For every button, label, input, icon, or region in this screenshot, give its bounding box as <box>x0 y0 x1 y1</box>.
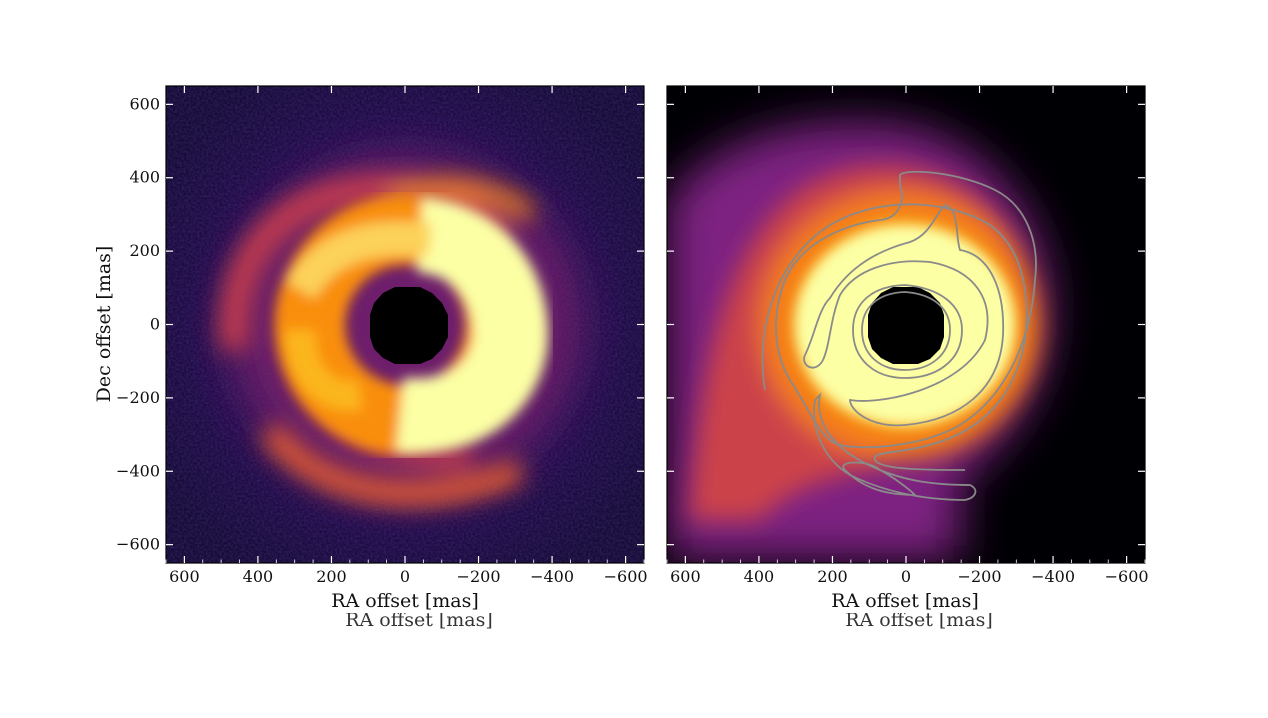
left-ytick-label: −200 <box>116 388 160 407</box>
right-xlabel-ghost: RA offset [mas] <box>845 609 993 631</box>
right-xtick-label: −200 <box>958 567 1002 586</box>
right-xtick-label: 200 <box>817 567 848 586</box>
contour-inner-2 <box>861 291 951 371</box>
contour-mid <box>803 203 1005 427</box>
right-panel <box>667 86 1145 563</box>
right-contours <box>761 170 1037 501</box>
left-xtick-label: 0 <box>400 567 410 586</box>
left-ytick-label: 0 <box>150 315 160 334</box>
left-xtick-label: 600 <box>169 567 200 586</box>
axes-layer: 600 400 200 0 −200 −400 −600 600 400 200 0 −200 −400… <box>116 85 1149 586</box>
right-xtick-label: 0 <box>901 567 911 586</box>
left-panel <box>166 86 644 563</box>
left-center-mask <box>370 287 448 364</box>
left-ytick-label: 200 <box>129 241 160 260</box>
left-ytick-label: −600 <box>116 535 160 554</box>
right-xtick-label: −400 <box>1031 567 1075 586</box>
left-xtick-label: 200 <box>316 567 347 586</box>
right-xlabel: RA offset [mas] <box>831 590 979 612</box>
left-ytick-label: 400 <box>129 168 160 187</box>
contour-spiral <box>775 170 1037 449</box>
contour-outer <box>813 392 977 501</box>
contour-inner <box>852 284 963 379</box>
left-xlabel-ghost: RA offset [mas] <box>345 609 493 631</box>
left-xtick-label: 400 <box>243 567 274 586</box>
left-xtick-label: −200 <box>457 567 501 586</box>
left-inner-ring <box>275 195 549 455</box>
left-ytick-label: −400 <box>116 461 160 480</box>
left-xtick-label: −600 <box>604 567 648 586</box>
right-xtick-label: −600 <box>1105 567 1149 586</box>
left-ytick-label: 600 <box>129 94 160 113</box>
contour-outer-long <box>761 203 1028 471</box>
left-xtick-label: −400 <box>530 567 574 586</box>
right-xtick-label: 400 <box>744 567 775 586</box>
right-center-mask <box>868 287 944 364</box>
right-xtick-label: 600 <box>670 567 701 586</box>
left-xlabel: RA offset [mas] <box>331 590 479 612</box>
left-ylabel: Dec offset [mas] <box>93 246 115 403</box>
